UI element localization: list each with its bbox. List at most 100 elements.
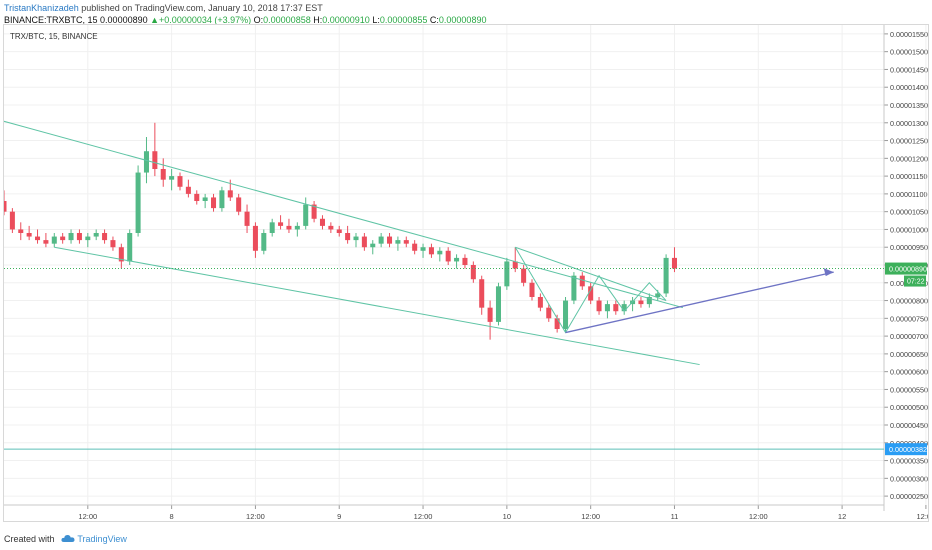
candle-body <box>554 318 560 329</box>
x-tick-label: 11 <box>671 512 679 521</box>
candle-body <box>1 201 7 212</box>
publish-line: TristanKhanizadeh published on TradingVi… <box>4 2 486 14</box>
candle-body <box>412 243 418 251</box>
y-tick-label: 0.00000700 <box>890 332 928 341</box>
candle-body <box>311 204 317 219</box>
y-tick-label: 0.00001000 <box>890 225 928 234</box>
x-tick-label: 9 <box>337 512 341 521</box>
projection-arrow-line <box>565 271 834 334</box>
candle-body <box>35 236 41 241</box>
candle-body <box>387 236 393 244</box>
candle-body <box>278 222 284 226</box>
candle-body <box>252 225 258 251</box>
y-tick-label: 0.00000450 <box>890 421 928 430</box>
footer: Created with TradingView <box>4 534 127 544</box>
candle-body <box>319 218 325 226</box>
y-tick-label: 0.00000500 <box>890 403 928 412</box>
candle-body <box>462 257 468 265</box>
candle-body <box>328 225 334 230</box>
publish-info: published on TradingView.com, January 10… <box>81 3 323 13</box>
candle-body <box>169 176 175 180</box>
candle-body <box>495 286 501 322</box>
candle-body <box>269 222 275 233</box>
candle-body <box>445 250 451 262</box>
candle-body <box>361 236 367 248</box>
open-value: 0.00000858 <box>263 15 311 25</box>
low-label: L: <box>372 15 380 25</box>
candle-body <box>428 247 434 255</box>
candle-body <box>127 233 133 262</box>
low-value: 0.00000855 <box>379 15 428 25</box>
candle-body <box>604 304 610 312</box>
candle-body <box>26 233 32 237</box>
y-tick-label: 0.00000800 <box>890 297 928 306</box>
y-tick-label: 0.00000750 <box>890 314 928 323</box>
candle-body <box>646 297 652 305</box>
candle-body <box>336 229 342 233</box>
candle-body <box>244 211 250 226</box>
tradingview-brand[interactable]: TradingView <box>77 534 127 544</box>
candle-body <box>663 257 669 294</box>
last-price-tag-label: 0.00000890 <box>889 265 927 274</box>
candle-body <box>353 236 359 241</box>
countdown-label: 07:22 <box>907 279 925 286</box>
candle-body <box>546 307 552 319</box>
channel-lower-line <box>54 246 700 366</box>
close-value: 0.00000890 <box>438 15 487 25</box>
y-tick-label: 0.00000650 <box>890 350 928 359</box>
candle-body <box>60 236 66 241</box>
candle-body <box>504 261 510 287</box>
x-tick-label: 12:00 <box>414 512 433 521</box>
countdown-tag <box>904 275 926 287</box>
y-tick-label: 0.00000550 <box>890 385 928 394</box>
candle-body <box>219 190 225 209</box>
candle-body <box>470 265 476 280</box>
y-tick-label: 0.00001200 <box>890 154 928 163</box>
candle-body <box>9 211 15 230</box>
candle-body <box>537 297 543 308</box>
change-value: +0.00000034 (+3.97%) <box>159 15 252 25</box>
open-label: O: <box>253 15 264 25</box>
zigzag-pattern-line <box>514 246 667 334</box>
candle-body <box>437 250 443 255</box>
candle-body <box>638 300 644 305</box>
author-link[interactable]: TristanKhanizadeh <box>4 3 79 13</box>
candle-body <box>286 225 292 230</box>
y-tick-label: 0.00000950 <box>890 243 928 252</box>
candle-body <box>118 247 124 262</box>
y-tick-label: 0.00000350 <box>890 457 928 466</box>
close-label: C: <box>429 15 439 25</box>
channel-upper-line <box>0 119 683 309</box>
candle-body <box>143 151 149 173</box>
y-tick-label: 0.00001500 <box>890 48 928 57</box>
candle-body <box>110 240 116 248</box>
alert-price-label: 0.00000382 <box>889 445 927 454</box>
candle-body <box>194 193 200 201</box>
candle-body <box>160 169 166 180</box>
y-tick-label: 0.00001050 <box>890 208 928 217</box>
y-tick-label: 0.00001550 <box>890 30 928 39</box>
candle-body <box>345 233 351 241</box>
chart-canvas[interactable]: 0.00001550 0.00001500 0.00001450 0.00001400… <box>0 25 932 521</box>
last-price-tag <box>885 262 927 275</box>
candle-body <box>135 172 141 233</box>
candle-body <box>68 233 74 241</box>
candle-body <box>152 151 158 169</box>
y-tick-label: 0.00000250 <box>890 492 928 501</box>
candle-body <box>303 204 309 226</box>
candle-body <box>177 176 183 187</box>
candle-body <box>487 307 493 322</box>
candle-body <box>671 257 677 269</box>
x-tick-label: 12:00 <box>581 512 600 521</box>
candle-body <box>403 240 409 244</box>
chart-panel[interactable]: 0.00001550 0.00001500 0.00001450 0.00001400… <box>0 24 932 522</box>
y-tick-label: 0.00001150 <box>890 172 927 181</box>
candle-body <box>211 197 217 209</box>
candle-body <box>202 197 208 201</box>
candle-body <box>261 233 267 251</box>
candle-body <box>185 186 191 194</box>
y-tick-label: 0.00001100 <box>890 190 927 199</box>
candle-body <box>93 233 99 237</box>
candle-body <box>102 233 108 241</box>
candle-body <box>227 190 233 198</box>
